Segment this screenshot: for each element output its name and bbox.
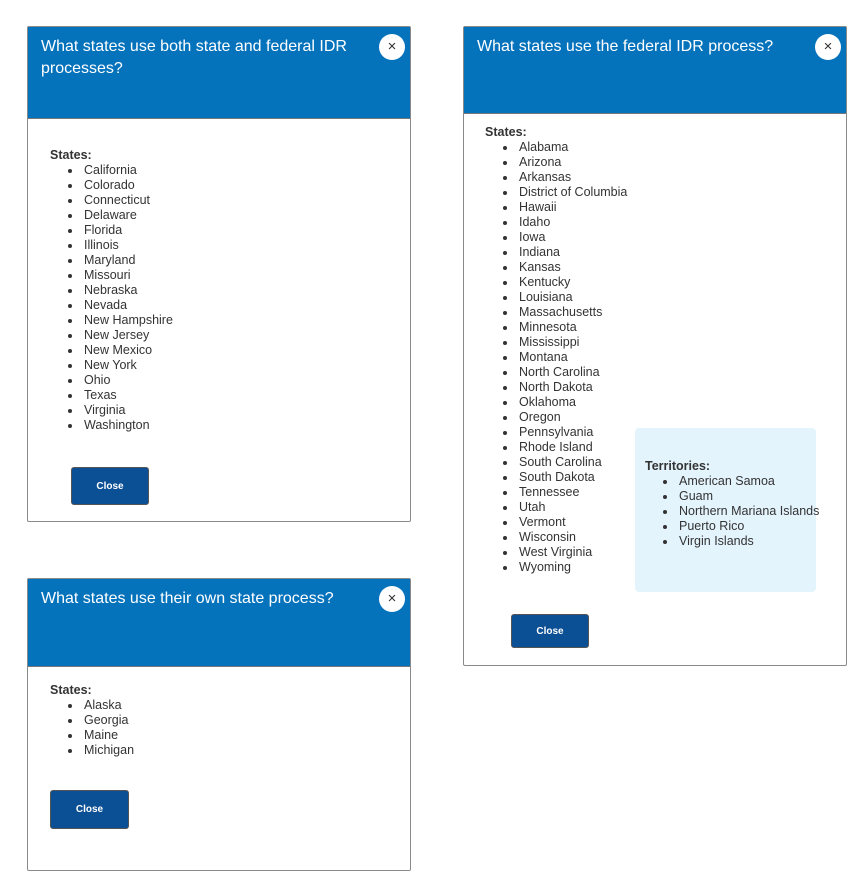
- modal-title: What states use their own state process?: [41, 590, 334, 607]
- list-item: Missouri: [82, 268, 173, 283]
- states-list: AlaskaGeorgiaMaineMichigan: [50, 698, 134, 758]
- list-item: Michigan: [82, 743, 134, 758]
- list-item: Puerto Rico: [677, 519, 827, 534]
- list-item: Delaware: [82, 208, 173, 223]
- territories-list: American SamoaGuamNorthern Mariana Islan…: [645, 474, 827, 549]
- list-item: Ohio: [82, 373, 173, 388]
- list-item: Maryland: [82, 253, 173, 268]
- list-item: Texas: [82, 388, 173, 403]
- list-item: Minnesota: [517, 320, 627, 335]
- list-item: Connecticut: [82, 193, 173, 208]
- list-item: Wyoming: [517, 560, 627, 575]
- states-list: CaliforniaColoradoConnecticutDelawareFlo…: [50, 163, 173, 433]
- list-item: Pennsylvania: [517, 425, 627, 440]
- list-item: Virgin Islands: [677, 534, 827, 549]
- states-label: States:: [50, 148, 92, 162]
- list-item: South Dakota: [517, 470, 627, 485]
- list-item: New Mexico: [82, 343, 173, 358]
- list-item: Montana: [517, 350, 627, 365]
- modal-both-processes: What states use both state and federal I…: [27, 26, 411, 522]
- states-label: States:: [485, 125, 527, 139]
- close-icon[interactable]: ×: [379, 34, 405, 60]
- list-item: Kentucky: [517, 275, 627, 290]
- list-item: New Hampshire: [82, 313, 173, 328]
- close-button[interactable]: Close: [71, 467, 149, 505]
- list-item: Tennessee: [517, 485, 627, 500]
- list-item: Maine: [82, 728, 134, 743]
- modal-header: What states use their own state process?…: [28, 579, 410, 667]
- close-button[interactable]: Close: [511, 614, 589, 648]
- list-item: Louisiana: [517, 290, 627, 305]
- list-item: North Dakota: [517, 380, 627, 395]
- modal-header: What states use the federal IDR process?…: [464, 27, 846, 114]
- list-item: Alaska: [82, 698, 134, 713]
- close-button[interactable]: Close: [50, 790, 129, 829]
- territories-box: Territories: American SamoaGuamNorthern …: [635, 428, 819, 592]
- list-item: Idaho: [517, 215, 627, 230]
- list-item: South Carolina: [517, 455, 627, 470]
- states-label: States:: [50, 683, 92, 697]
- list-item: Arkansas: [517, 170, 627, 185]
- modal-federal-process: What states use the federal IDR process?…: [463, 26, 847, 666]
- list-item: Utah: [517, 500, 627, 515]
- modal-own-state-process: What states use their own state process?…: [27, 578, 411, 871]
- list-item: American Samoa: [677, 474, 827, 489]
- modal-title: What states use the federal IDR process?: [477, 38, 774, 55]
- close-icon[interactable]: ×: [379, 586, 405, 612]
- list-item: Massachusetts: [517, 305, 627, 320]
- list-item: Nevada: [82, 298, 173, 313]
- list-item: Oklahoma: [517, 395, 627, 410]
- list-item: Iowa: [517, 230, 627, 245]
- list-item: West Virginia: [517, 545, 627, 560]
- states-list: AlabamaArizonaArkansasDistrict of Columb…: [485, 140, 627, 575]
- list-item: Guam: [677, 489, 827, 504]
- modal-title: What states use both state and federal I…: [41, 38, 347, 77]
- list-item: Virginia: [82, 403, 173, 418]
- list-item: Mississippi: [517, 335, 627, 350]
- list-item: New Jersey: [82, 328, 173, 343]
- list-item: District of Columbia: [517, 185, 627, 200]
- list-item: Hawaii: [517, 200, 627, 215]
- list-item: Oregon: [517, 410, 627, 425]
- list-item: Vermont: [517, 515, 627, 530]
- modal-header: What states use both state and federal I…: [28, 27, 410, 119]
- list-item: Wisconsin: [517, 530, 627, 545]
- list-item: Indiana: [517, 245, 627, 260]
- list-item: North Carolina: [517, 365, 627, 380]
- list-item: Alabama: [517, 140, 627, 155]
- list-item: New York: [82, 358, 173, 373]
- list-item: Kansas: [517, 260, 627, 275]
- list-item: Georgia: [82, 713, 134, 728]
- list-item: Arizona: [517, 155, 627, 170]
- list-item: Rhode Island: [517, 440, 627, 455]
- list-item: California: [82, 163, 173, 178]
- list-item: Washington: [82, 418, 173, 433]
- close-icon[interactable]: ×: [815, 34, 841, 60]
- list-item: Colorado: [82, 178, 173, 193]
- list-item: Illinois: [82, 238, 173, 253]
- list-item: Florida: [82, 223, 173, 238]
- territories-label: Territories:: [645, 459, 711, 473]
- list-item: Nebraska: [82, 283, 173, 298]
- list-item: Northern Mariana Islands: [677, 504, 827, 519]
